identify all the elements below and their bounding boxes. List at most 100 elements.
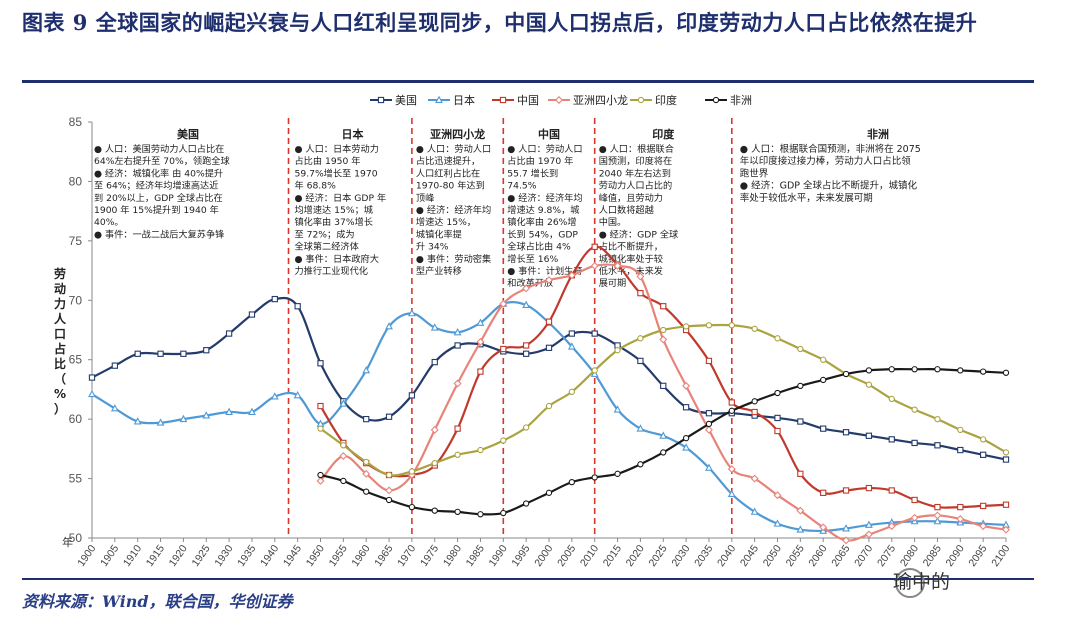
series-lines: [88, 243, 1010, 545]
data-point: [225, 407, 234, 415]
data-point: [797, 418, 804, 425]
x-tick-label: 1950: [304, 543, 327, 569]
data-point: [523, 500, 530, 507]
y-axis-label-char: 劳: [54, 266, 66, 281]
y-tick-label: 75: [69, 234, 83, 248]
chart-title: 图表 9 全球国家的崛起兴衰与人口红利呈现同步，中国人口拐点后，印度劳动力人口占…: [22, 10, 978, 35]
data-point: [363, 458, 370, 466]
data-point: [842, 370, 850, 378]
annotation-line: 74.5%: [507, 181, 536, 192]
data-point: [477, 511, 484, 518]
data-point: [111, 362, 118, 369]
y-axis-label-char: 比: [54, 356, 66, 371]
y-axis-label-char: %: [54, 387, 66, 401]
y-tick-label: 55: [69, 472, 83, 486]
data-point: [454, 451, 461, 458]
data-point: [682, 404, 690, 411]
data-point: [820, 356, 827, 363]
data-point: [476, 337, 485, 346]
data-point: [408, 392, 416, 399]
data-point: [545, 318, 553, 325]
data-point: [637, 96, 645, 104]
x-tick-label: 2100: [989, 543, 1012, 569]
x-tick-label: 1995: [509, 543, 532, 569]
data-point: [751, 325, 758, 332]
data-point: [888, 395, 895, 403]
data-point: [363, 488, 370, 495]
data-point: [910, 513, 919, 522]
data-point: [637, 461, 644, 468]
data-point: [293, 391, 302, 399]
data-point: [317, 360, 324, 367]
x-tick-label: 1945: [281, 543, 304, 569]
data-point: [555, 96, 563, 104]
data-point: [773, 519, 782, 527]
data-point: [750, 507, 759, 515]
data-point: [614, 470, 621, 477]
x-tick-label: 1955: [327, 543, 350, 569]
data-point: [271, 295, 278, 303]
legend-label: 美国: [395, 94, 417, 107]
data-point: [842, 524, 850, 532]
x-tick-label: 2020: [624, 543, 647, 569]
data-point: [225, 330, 233, 337]
data-point: [340, 477, 347, 485]
x-tick-label: 2090: [944, 543, 967, 569]
data-point: [933, 516, 942, 525]
annotation-line: 59.7%增长至 1970: [295, 167, 378, 179]
data-point: [957, 426, 964, 433]
data-point: [637, 290, 644, 297]
data-point: [842, 536, 851, 545]
data-point: [362, 366, 371, 374]
data-point: [203, 347, 210, 354]
x-tick-label: 1920: [167, 543, 190, 569]
x-tick-label: 1915: [144, 543, 167, 569]
data-point: [317, 471, 324, 479]
data-point: [568, 388, 575, 395]
annotation-line: 城镇化率提: [416, 228, 462, 240]
data-point: [865, 381, 873, 388]
data-point: [704, 425, 713, 434]
data-point: [957, 367, 964, 374]
data-point: [888, 487, 895, 494]
data-point: [339, 399, 348, 407]
data-point: [408, 468, 416, 475]
annotation-line: ● 人口：劳动人口: [507, 143, 582, 155]
annotation-line: 镇化率由 26%增: [507, 216, 576, 228]
data-point: [797, 382, 804, 390]
legend-label: 日本: [453, 93, 475, 107]
annotation-header: 美国: [177, 127, 199, 141]
x-tick-label: 1900: [75, 543, 98, 569]
data-point: [522, 300, 531, 308]
x-tick-label: 2060: [806, 543, 829, 569]
data-point: [637, 357, 644, 365]
data-point: [934, 366, 941, 373]
data-point: [682, 443, 691, 451]
annotation-header: 亚洲四小龙: [430, 127, 485, 141]
data-point: [476, 318, 485, 326]
annotation-line: 年以印度接过接力棒，劳动力人口占比领: [740, 155, 912, 167]
annotation-line: 长到 54%，GDP: [507, 228, 578, 240]
legend-label: 中国: [517, 94, 539, 107]
y-axis-label-char: ）: [54, 401, 66, 416]
data-point: [660, 303, 667, 310]
data-point: [430, 323, 439, 331]
data-point: [613, 405, 622, 413]
data-point: [522, 350, 530, 357]
data-point: [1002, 369, 1010, 376]
data-point: [864, 530, 873, 539]
data-point: [591, 474, 598, 481]
x-tick-label: 2095: [966, 543, 989, 569]
x-tick-label: 1910: [121, 543, 144, 569]
data-point: [363, 415, 370, 423]
annotation-line: ● 人口：根据联合国预测，非洲将在 2075: [740, 143, 921, 155]
annotation-line: ● 人口：日本劳动力: [295, 143, 379, 155]
footer-rule: [22, 578, 1034, 580]
data-point: [316, 476, 325, 485]
annotation-line: 人口数将超越: [599, 204, 654, 216]
data-point: [774, 335, 781, 342]
data-point: [568, 478, 575, 486]
x-tick-label: 2000: [532, 543, 555, 569]
data-point: [591, 243, 598, 250]
data-point: [660, 382, 667, 390]
